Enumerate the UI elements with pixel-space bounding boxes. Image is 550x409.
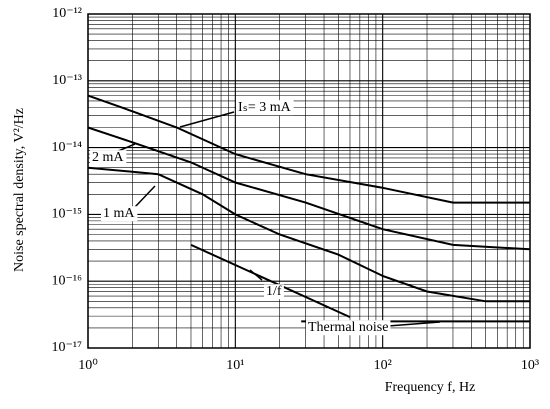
arrow bbox=[134, 185, 156, 208]
series-label: 2 mA bbox=[92, 150, 124, 165]
series-line bbox=[87, 166, 530, 303]
y-tick-label: 10⁻¹² bbox=[52, 6, 82, 21]
series-line bbox=[87, 126, 531, 251]
x-tick-label: 10⁰ bbox=[78, 358, 98, 373]
x-tick-label: 10¹ bbox=[226, 358, 244, 373]
arrows bbox=[115, 111, 441, 327]
arrow bbox=[179, 111, 235, 128]
plot-frame bbox=[87, 13, 531, 349]
label-background bbox=[101, 206, 138, 222]
series-label: Thermal noise bbox=[308, 320, 388, 335]
y-tick-label: 10⁻¹⁵ bbox=[52, 207, 83, 222]
y-axis-label: Noise spectral density, V²/Hz bbox=[12, 108, 27, 272]
series-line bbox=[87, 94, 530, 204]
labels: Iₛ= 3 mA 2 mA 1 mA 1/f Thermal noise bbox=[90, 100, 391, 336]
y-tick-label: 10⁻¹⁴ bbox=[52, 140, 83, 155]
label-background bbox=[90, 150, 127, 166]
label-background bbox=[306, 320, 391, 336]
series-label: Iₛ= 3 mA bbox=[238, 100, 292, 115]
series-label: 1/f bbox=[266, 284, 282, 299]
label-background bbox=[236, 100, 294, 116]
arrow bbox=[387, 321, 441, 327]
y-tick-label: 10⁻¹⁷ bbox=[52, 340, 83, 355]
series-label: 1 mA bbox=[103, 206, 135, 221]
label-background bbox=[264, 284, 284, 300]
x-tick-label: 10² bbox=[374, 358, 392, 373]
y-tick-label: 10⁻¹⁶ bbox=[52, 273, 83, 288]
series-line bbox=[190, 243, 351, 319]
y-tick-label: 10⁻¹³ bbox=[52, 73, 82, 88]
x-axis-label: Frequency f, Hz bbox=[385, 380, 476, 395]
x-tick-label: 10³ bbox=[521, 358, 539, 373]
arrow bbox=[249, 269, 263, 281]
